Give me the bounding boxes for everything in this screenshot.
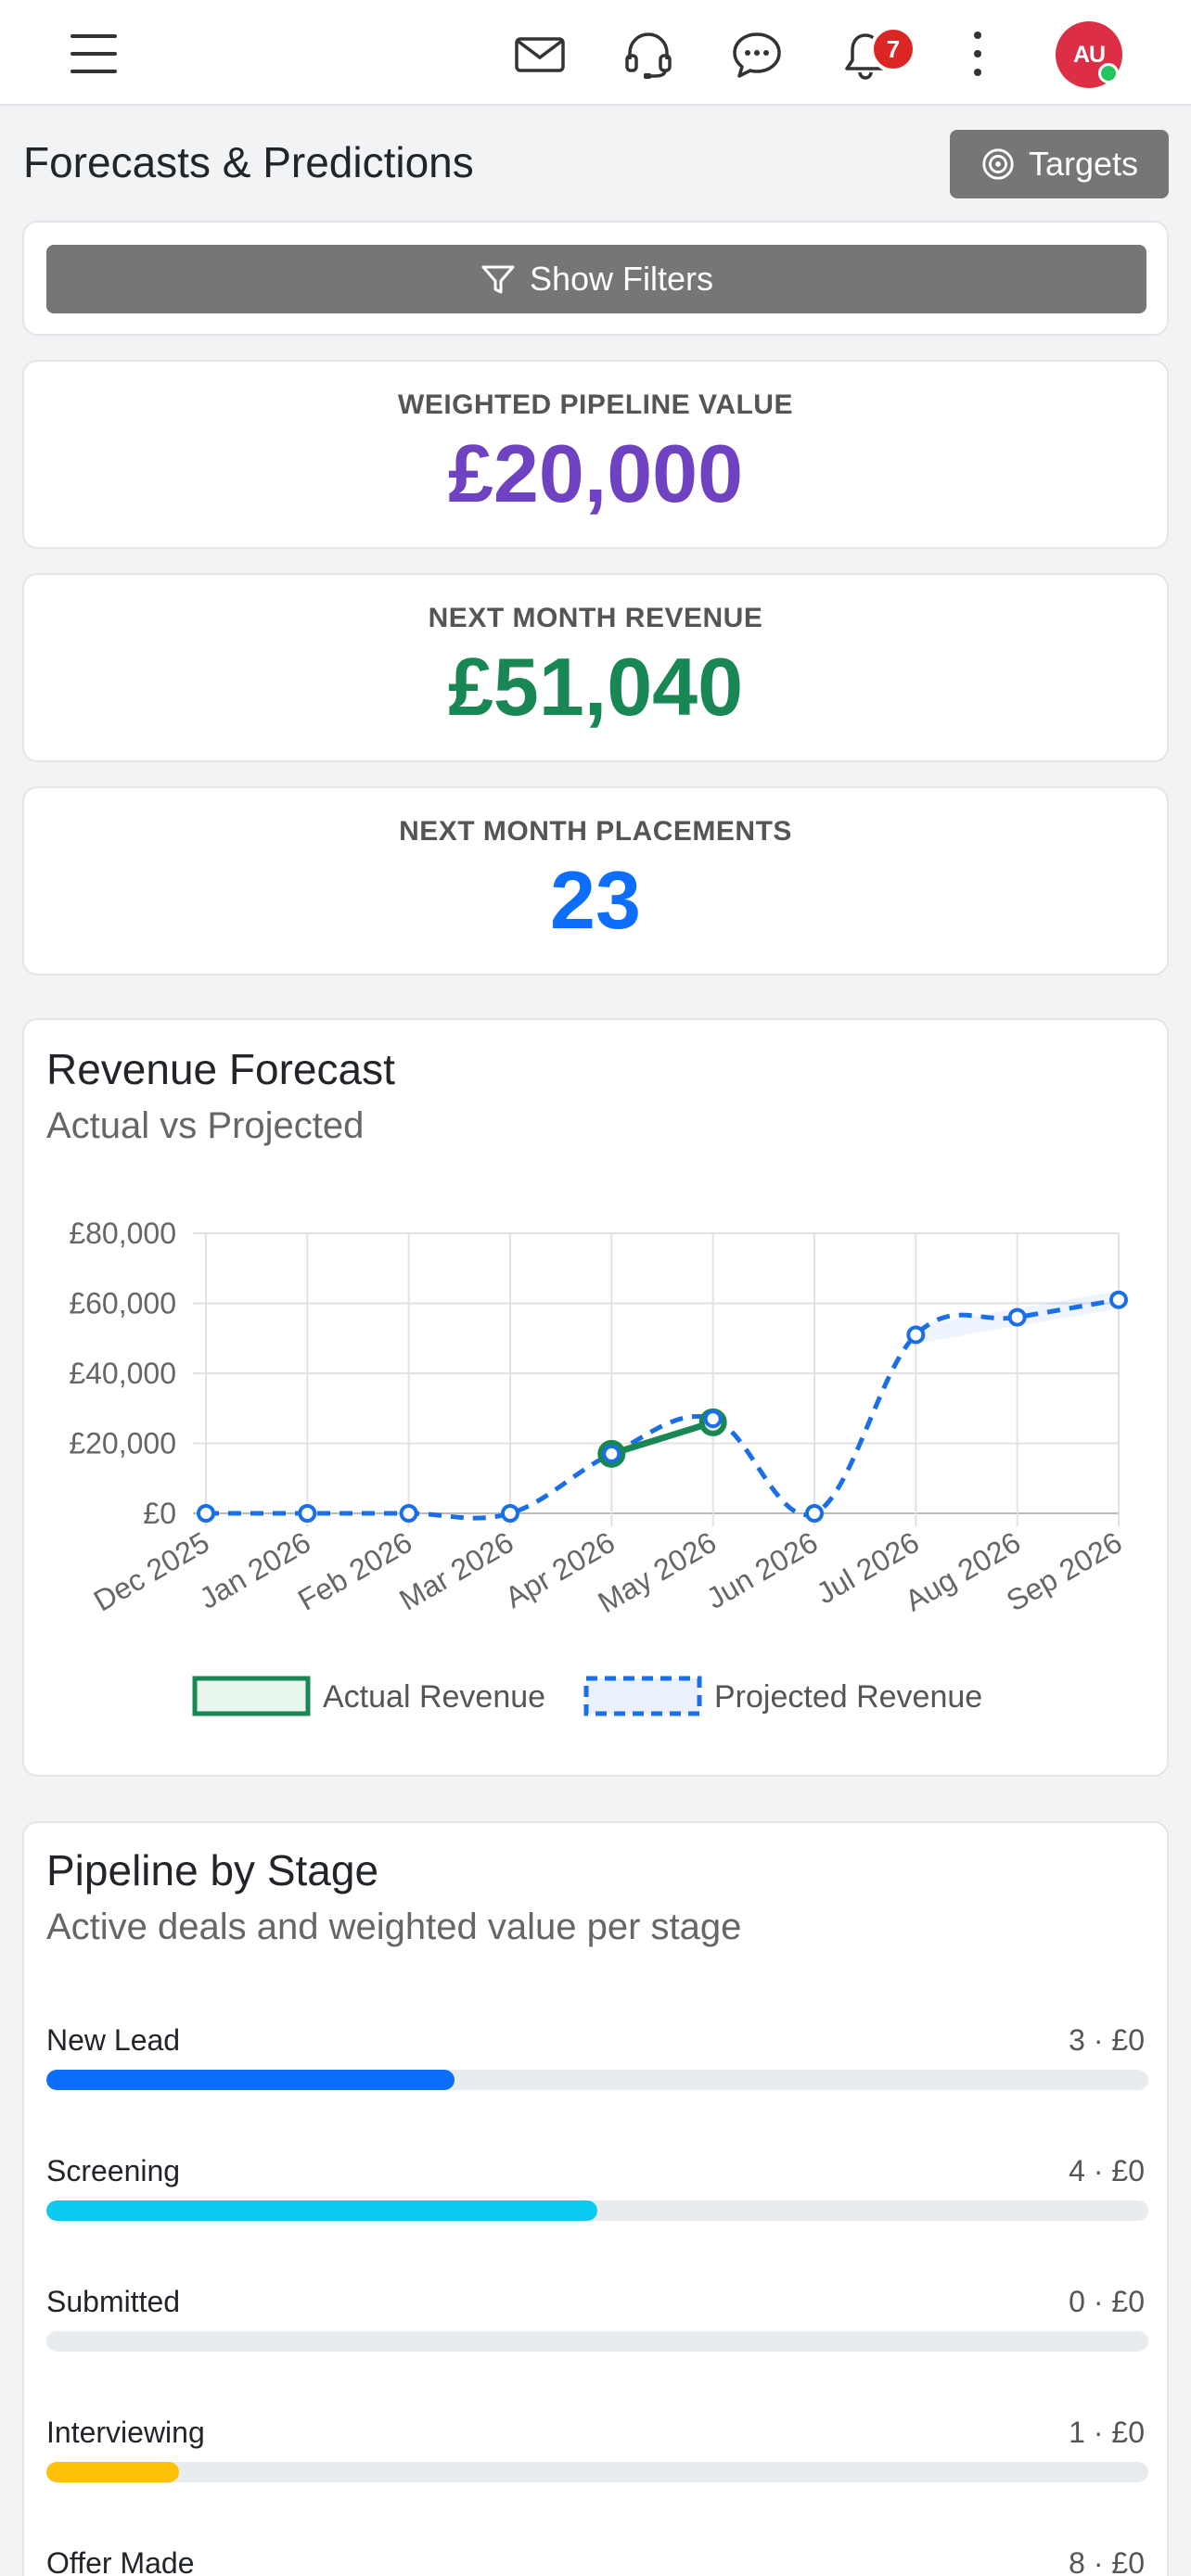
- x-tick-label: Dec 2025: [88, 1525, 215, 1618]
- projected-revenue-point: [197, 1504, 215, 1523]
- online-status-dot: [1098, 63, 1119, 83]
- kpi-value: 23: [550, 854, 641, 946]
- projected-revenue-point: [399, 1504, 418, 1523]
- mail-icon[interactable]: [513, 28, 567, 82]
- projected-revenue-point: [501, 1504, 519, 1523]
- targets-button[interactable]: Targets: [950, 130, 1169, 198]
- chart-title: Revenue Forecast: [46, 1045, 395, 1093]
- pipeline-title: Pipeline by Stage: [46, 1846, 379, 1894]
- stage-progress-track: [46, 2331, 1148, 2352]
- stage-value: 1 · £0: [1069, 2416, 1145, 2449]
- stage-value: 4 · £0: [1069, 2154, 1145, 2187]
- stage-progress-fill: [46, 2200, 597, 2221]
- show-filters-label: Show Filters: [529, 260, 714, 298]
- headset-icon[interactable]: [621, 28, 675, 82]
- chart-subtitle: Actual vs Projected: [46, 1105, 365, 1146]
- x-tick-label: Mar 2026: [393, 1525, 519, 1617]
- x-tick-label: Jan 2026: [194, 1525, 316, 1615]
- stage-name: Interviewing: [46, 2416, 205, 2449]
- filter-icon: [481, 265, 515, 294]
- show-filters-button[interactable]: Show Filters: [46, 245, 1146, 313]
- page-title: Forecasts & Predictions: [23, 138, 474, 186]
- notification-badge: 7: [870, 26, 916, 72]
- stage-name: Offer Made: [46, 2546, 195, 2576]
- x-tick-label: Sep 2026: [1001, 1525, 1128, 1618]
- kpi-label: WEIGHTED PIPELINE VALUE: [398, 389, 793, 420]
- top-navbar: 7 AU: [0, 0, 1191, 106]
- pipeline-by-stage-card: Pipeline by Stage Active deals and weigh…: [22, 1821, 1169, 2576]
- y-tick-label: £60,000: [69, 1287, 176, 1320]
- stage-progress-fill: [46, 2462, 179, 2482]
- revenue-forecast-card: Revenue Forecast Actual vs Projected £0 £…: [22, 1018, 1169, 1777]
- projected-revenue-point: [1109, 1290, 1128, 1309]
- stage-progress-track: [46, 2070, 1148, 2090]
- menu-icon[interactable]: [70, 34, 117, 73]
- chat-icon[interactable]: [730, 28, 784, 82]
- projected-revenue-point: [602, 1444, 621, 1463]
- projected-revenue-point: [906, 1325, 926, 1345]
- target-icon: [982, 148, 1014, 180]
- stage-value: 3 · £0: [1069, 2023, 1145, 2057]
- legend-swatch-actual: [192, 1676, 311, 1716]
- more-vertical-icon[interactable]: [968, 28, 987, 80]
- projected-revenue-point: [298, 1504, 317, 1523]
- stage-progress-track: [46, 2200, 1148, 2221]
- y-tick-label: £0: [143, 1497, 176, 1530]
- y-tick-label: £80,000: [69, 1217, 176, 1250]
- legend-swatch-projected: [583, 1676, 702, 1716]
- stage-name: New Lead: [46, 2023, 181, 2057]
- kpi-next-month-revenue-card: NEXT MONTH REVENUE £51,040: [22, 573, 1169, 762]
- kpi-label: NEXT MONTH REVENUE: [428, 603, 763, 633]
- targets-button-label: Targets: [1028, 145, 1139, 183]
- x-tick-label: Aug 2026: [900, 1525, 1027, 1618]
- stage-progress-track: [46, 2462, 1148, 2482]
- legend-label-actual: Actual Revenue: [323, 1679, 545, 1715]
- revenue-forecast-chart: £0 £20,000 £40,000 £60,000 £80,000 Dec 2025Ja…: [69, 1217, 1128, 1716]
- stage-name: Screening: [46, 2154, 181, 2187]
- legend-label-projected: Projected Revenue: [714, 1679, 982, 1715]
- kpi-value: £51,040: [447, 641, 744, 733]
- projected-revenue-point: [703, 1409, 723, 1429]
- filters-card: Show Filters: [22, 221, 1169, 336]
- kpi-label: NEXT MONTH PLACEMENTS: [399, 816, 792, 847]
- y-tick-label: £20,000: [69, 1427, 176, 1460]
- kpi-value: £20,000: [447, 427, 744, 519]
- actual-revenue-line: [610, 1419, 714, 1458]
- x-tick-label: Feb 2026: [292, 1525, 417, 1617]
- stage-name: Submitted: [46, 2285, 181, 2318]
- kpi-weighted-pipeline-card: WEIGHTED PIPELINE VALUE £20,000: [22, 360, 1169, 549]
- y-tick-label: £40,000: [69, 1357, 176, 1390]
- stage-progress-fill: [46, 2070, 455, 2090]
- stage-value: 8 · £0: [1069, 2546, 1145, 2576]
- kpi-next-month-placements-card: NEXT MONTH PLACEMENTS 23: [22, 786, 1169, 976]
- stage-value: 0 · £0: [1069, 2285, 1145, 2318]
- projected-revenue-point: [805, 1504, 824, 1523]
- x-tick-label: Jun 2026: [700, 1525, 823, 1615]
- pipeline-subtitle: Active deals and weighted value per stag…: [46, 1906, 742, 1947]
- projected-revenue-line: [206, 1297, 1120, 1521]
- projected-revenue-point: [1007, 1307, 1027, 1327]
